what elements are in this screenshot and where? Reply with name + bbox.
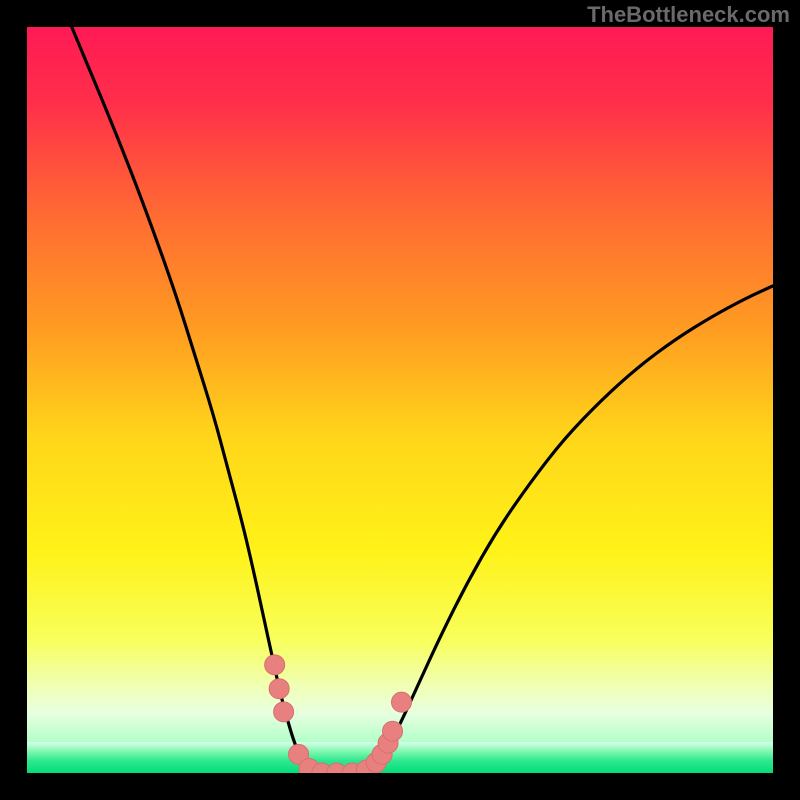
plot-area [27,27,773,773]
data-marker [391,692,411,712]
chart-root: { "watermark": { "text": "TheBottleneck.… [0,0,800,800]
data-marker [269,679,289,699]
data-marker [383,721,403,741]
marker-group [265,655,412,773]
data-marker [265,655,285,675]
curve-layer [27,27,773,773]
bottleneck-curve [72,27,773,773]
data-marker [274,702,294,722]
watermark-text: TheBottleneck.com [587,2,790,28]
